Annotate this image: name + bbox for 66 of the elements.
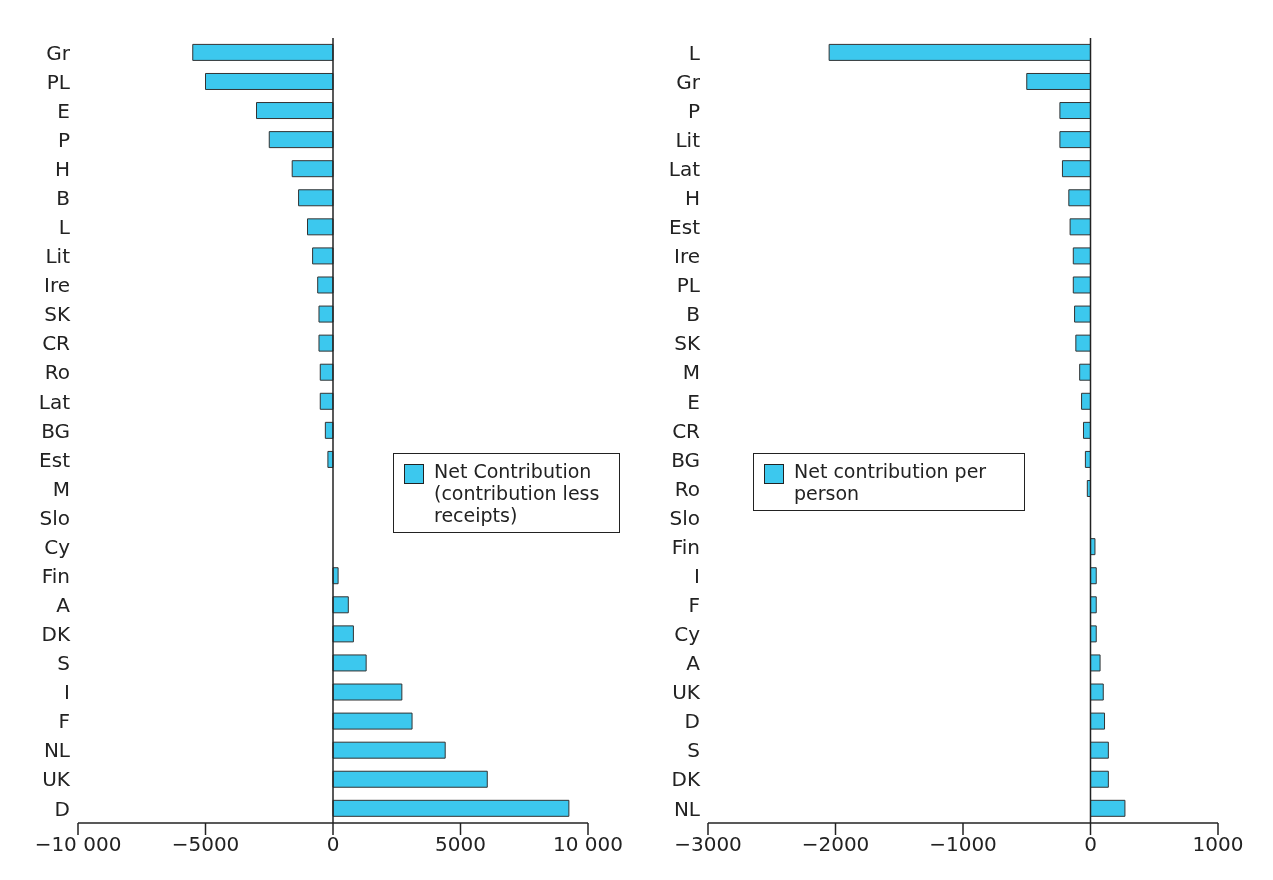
y-tick-label: Ire [44, 273, 70, 298]
y-tick-label: D [684, 709, 700, 734]
y-tick-label: H [54, 156, 70, 181]
y-tick-label: Lat [38, 389, 71, 414]
y-tick-label: Cy [674, 622, 701, 647]
y-tick-label: A [56, 593, 71, 618]
y-tick-label: H [684, 186, 700, 211]
y-tick-label: S [687, 738, 700, 763]
y-tick-label: Ire [674, 244, 700, 269]
x-tick-label: 10 000 [553, 832, 623, 857]
y-tick-label: I [64, 680, 70, 705]
y-tick-label: B [56, 186, 70, 211]
y-tick-label: B [686, 302, 700, 327]
y-tick-label: UK [42, 767, 71, 792]
y-tick-label: UK [672, 680, 701, 705]
y-tick-label: Ro [674, 476, 700, 501]
y-tick-label: M [682, 360, 700, 385]
x-tick-label: −10 000 [34, 832, 122, 857]
y-tick-label: BG [671, 447, 700, 472]
y-tick-label: PL [676, 273, 701, 298]
y-tick-label: L [688, 40, 701, 65]
y-tick-label: Lit [675, 127, 701, 152]
y-tick-label: DK [41, 622, 71, 647]
y-tick-label: S [57, 651, 70, 676]
x-tick-label: 1000 [1192, 832, 1244, 857]
x-tick-label: 5000 [435, 832, 486, 857]
y-tick-label: F [688, 593, 700, 618]
y-tick-label: Fin [41, 563, 70, 588]
y-tick-label: Gr [46, 40, 71, 65]
y-tick-label: E [57, 98, 70, 123]
legend-label: Net contribution per person [794, 460, 988, 504]
y-tick-label: I [694, 563, 700, 588]
y-tick-label: Fin [671, 534, 700, 559]
y-tick-label: P [57, 127, 70, 152]
y-tick-label: Cy [44, 534, 71, 559]
y-tick-label: NL [673, 796, 701, 821]
y-tick-label: Lat [668, 156, 701, 181]
y-tick-label: M [52, 476, 70, 501]
y-tick-label: BG [41, 418, 70, 443]
y-tick-label: A [686, 651, 701, 676]
y-tick-label: SK [674, 331, 701, 356]
x-tick-label: 0 [326, 832, 340, 857]
y-tick-label: Est [669, 215, 701, 240]
y-tick-label: P [687, 98, 700, 123]
y-tick-label: SK [44, 302, 71, 327]
y-tick-label: NL [43, 738, 71, 763]
y-tick-label: DK [671, 767, 701, 792]
x-tick-label: −3000 [674, 832, 742, 857]
x-tick-label: −2000 [801, 832, 870, 857]
y-tick-label: D [54, 796, 70, 821]
y-tick-label: Slo [669, 505, 700, 530]
legend-label: Net Contribution (contribution less receipts) [434, 460, 601, 526]
y-tick-label: L [58, 215, 71, 240]
x-tick-label: −5000 [171, 832, 240, 857]
y-tick-label: CR [672, 418, 701, 443]
y-tick-label: Gr [676, 69, 701, 94]
y-tick-label: Ro [44, 360, 70, 385]
y-tick-label: F [58, 709, 70, 734]
y-tick-label: Est [39, 447, 71, 472]
x-tick-label: 0 [1084, 832, 1097, 857]
y-tick-label: Lit [45, 244, 71, 269]
y-tick-label: PL [46, 69, 71, 94]
y-tick-label: CR [42, 331, 71, 356]
y-tick-label: E [687, 389, 700, 414]
x-tick-label: −1000 [929, 832, 997, 857]
y-tick-label: Slo [39, 505, 70, 530]
